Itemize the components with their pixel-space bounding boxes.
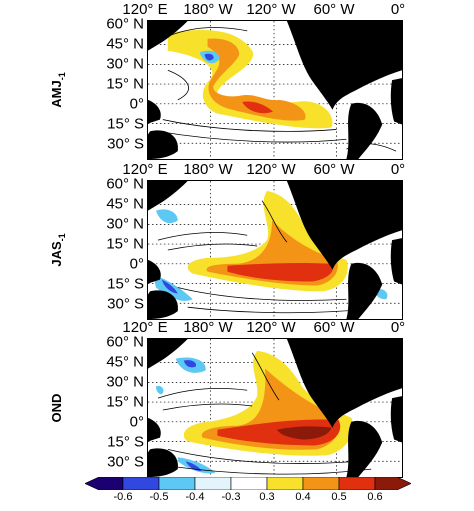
colorbar-tick: 0.6 (367, 491, 383, 503)
map-svg (148, 21, 402, 159)
warm-anomaly-core (242, 101, 274, 114)
lat-label: 30° S (107, 135, 144, 153)
colorbar-segment (85, 477, 124, 490)
lon-label: 180° W (183, 161, 233, 178)
map-frame (147, 180, 403, 320)
colorbar-tick: -0.4 (185, 491, 205, 503)
lat-label: 60° N (106, 333, 144, 351)
panel-label: JAS-1 (49, 233, 67, 267)
cool-anomaly (177, 457, 216, 474)
map-panel-3: 120° E 180° W 120° W 60° W 0° 60° N 45° … (0, 318, 474, 478)
lon-label: 0° (390, 319, 406, 336)
lat-label: 15° S (107, 275, 144, 293)
lat-label: 45° N (106, 195, 144, 213)
lon-label: 180° W (183, 1, 233, 18)
lat-label: 60° N (106, 175, 144, 193)
map-svg (148, 339, 402, 477)
lon-label: 60° W (313, 319, 355, 336)
cool-anomaly-strong (204, 53, 214, 61)
lat-label: 15° S (107, 115, 144, 133)
lat-label: 15° N (106, 75, 144, 93)
cool-anomaly (155, 209, 178, 224)
lon-label: 120° E (122, 161, 168, 178)
warm-anomaly-strong (207, 38, 306, 121)
colorbar-tick: -0.3 (221, 491, 241, 503)
map-panel-1: 120° E 180° W 120° W 60° W 0° 60° N 45° … (0, 0, 474, 160)
lat-label: 15° N (106, 235, 144, 253)
lon-label: 60° W (313, 161, 355, 178)
lat-label: 30° N (106, 373, 144, 391)
lon-label: 0° (390, 1, 406, 18)
cool-anomaly-strong (185, 461, 202, 472)
lat-label: 45° N (106, 353, 144, 371)
warm-anomaly-peak (276, 426, 332, 440)
warm-anomaly-core (227, 262, 333, 282)
land (148, 181, 402, 319)
colorbar-tick: -0.5 (149, 491, 169, 503)
lat-label: 60° N (106, 15, 144, 33)
land (148, 21, 402, 159)
colorbar-segment (122, 477, 160, 490)
lon-label: 120° E (122, 1, 168, 18)
lon-label: 120° W (246, 1, 296, 18)
lat-label: 15° S (107, 433, 144, 451)
colorbar-tick: 0.5 (331, 491, 347, 503)
colorbar-segment (194, 477, 232, 490)
lat-label: 0° (129, 413, 144, 431)
lat-label: 30° S (107, 295, 144, 313)
lat-label: 30° N (106, 55, 144, 73)
lon-label: 0° (390, 161, 406, 178)
map-frame (147, 338, 403, 478)
lon-label: 120° W (246, 319, 296, 336)
colorbar-segment (158, 477, 196, 490)
colorbar-tick: -0.6 (113, 491, 133, 503)
lon-label: 60° W (313, 1, 355, 18)
cool-anomaly (155, 385, 164, 395)
map-svg (148, 181, 402, 319)
map-panel-2: 120° E 180° W 120° W 60° W 0° 60° N 45° … (0, 160, 474, 320)
lat-label: 15° N (106, 393, 144, 411)
lon-label: 180° W (183, 319, 233, 336)
map-frame (147, 20, 403, 160)
colorbar-tick: 0.4 (295, 491, 311, 503)
colorbar-tick: 0.3 (259, 491, 275, 503)
panel-label: OND (49, 393, 65, 423)
lat-label: 45° N (106, 35, 144, 53)
colorbar-segment (230, 477, 268, 490)
cool-anomaly-strong (183, 360, 197, 368)
colorbar-segment (266, 477, 304, 490)
colorbar (85, 477, 411, 490)
lat-label: 30° N (106, 215, 144, 233)
lon-label: 120° W (246, 161, 296, 178)
colorbar-segment (302, 477, 340, 490)
contours (157, 200, 367, 314)
contours (157, 27, 397, 152)
lat-label: 0° (129, 255, 144, 273)
lat-label: 30° S (107, 453, 144, 471)
colorbar-segment (374, 477, 411, 490)
lon-label: 120° E (122, 319, 168, 336)
cool-anomaly-strong (161, 279, 178, 294)
lat-label: 0° (129, 95, 144, 113)
colorbar-segment (338, 477, 376, 490)
land (148, 339, 402, 477)
panel-label: AMJ-1 (49, 72, 67, 108)
